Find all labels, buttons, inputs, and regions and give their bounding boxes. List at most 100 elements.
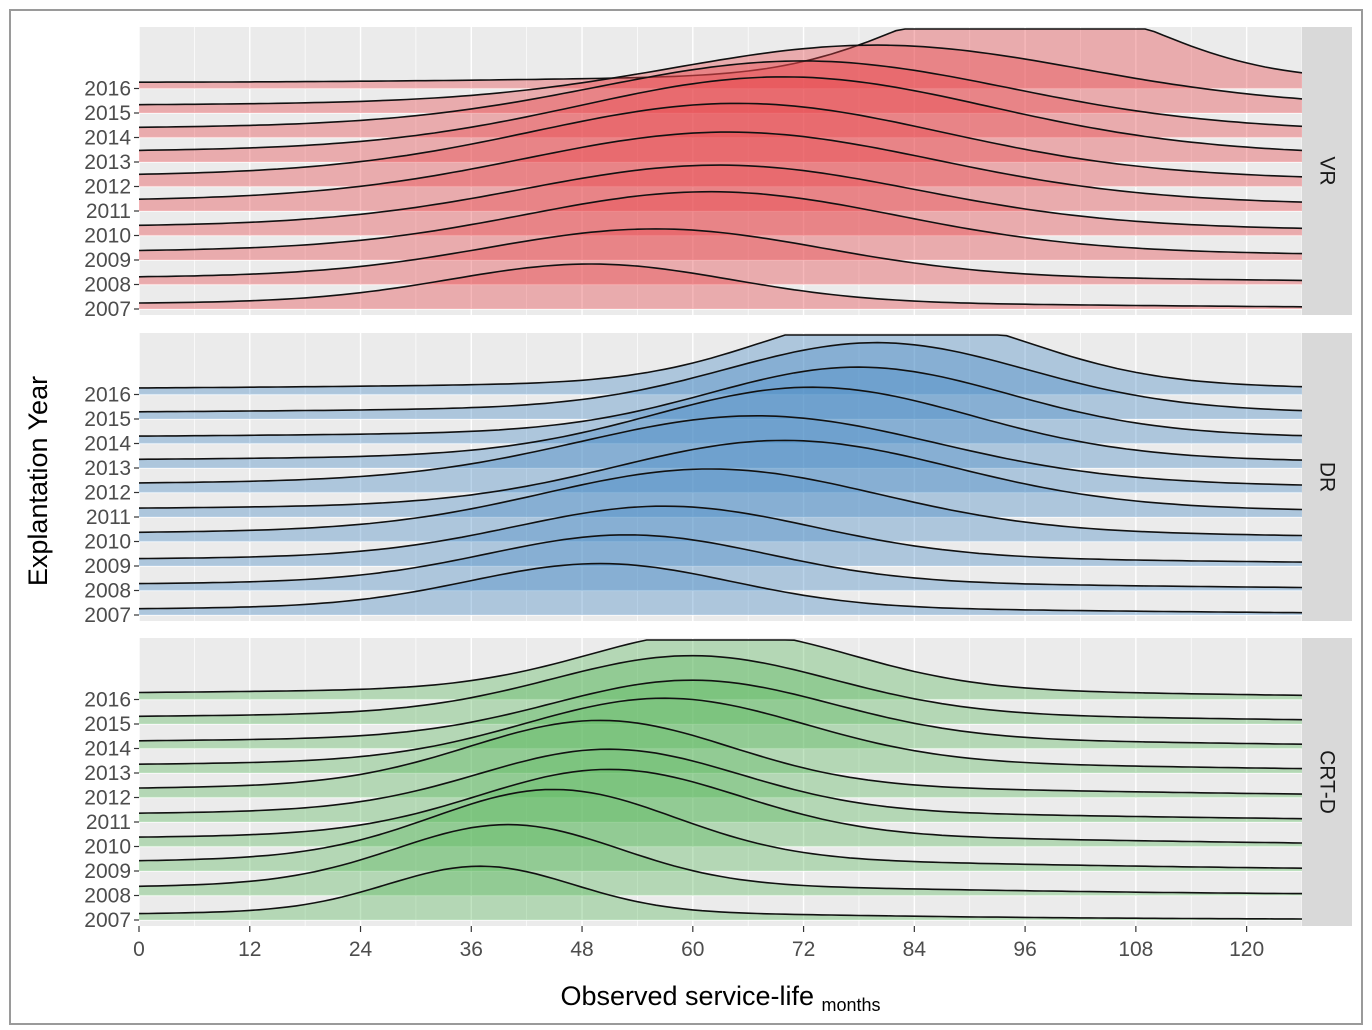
y-tick-label-2007: 2007 <box>84 298 131 321</box>
ridge-fill-crt-d-2007 <box>139 866 1302 920</box>
y-tick-label-2009: 2009 <box>84 860 131 883</box>
ridge-fill-dr-2015 <box>139 342 1302 419</box>
ridge-fill-crt-d-2013 <box>139 698 1302 773</box>
x-tick-label-96: 96 <box>1013 938 1036 961</box>
ridge-line-vr-2015 <box>138 44 1303 106</box>
ridge-line-crt-d-2016 <box>138 639 1303 697</box>
ridge-line-crt-d-2009 <box>138 788 1303 869</box>
ridge-line-dr-2010 <box>138 468 1303 537</box>
figure-frame: 2007 2008 2009 2010 2011 2012 2013 2014 2015 2016… <box>9 9 1363 1025</box>
ridge-line-vr-2009 <box>138 190 1303 255</box>
ridge-fill-crt-d-2012 <box>139 720 1302 798</box>
ridge-fill-crt-d-2009 <box>139 789 1302 871</box>
ridge-line-dr-2014 <box>139 366 1303 437</box>
ridge-line-crt-d-2007 <box>138 865 1303 920</box>
x-tick-label-60: 60 <box>681 938 704 961</box>
y-tick-label-2008: 2008 <box>84 580 131 603</box>
x-tick-label-12: 12 <box>238 938 261 961</box>
ridge-fill-dr-2014 <box>139 367 1302 444</box>
x-tick-label-120: 120 <box>1229 938 1264 961</box>
ridge-line-dr-2007 <box>138 562 1303 614</box>
x-axis-title-main: Observed service-life <box>560 981 821 1011</box>
y-tick-label-2015: 2015 <box>84 102 131 125</box>
ridge-line-crt-d-2008 <box>138 823 1302 895</box>
y-tick-label-2007: 2007 <box>84 604 131 627</box>
ridge-line-crt-d-2010 <box>138 768 1303 844</box>
ridge-fill-vr-2010 <box>139 165 1302 236</box>
x-tick-label-84: 84 <box>903 938 927 961</box>
ridge-line-crt-d-2015 <box>138 654 1303 721</box>
ridge-line-crt-d-2014 <box>138 679 1303 745</box>
y-tick-label-2010: 2010 <box>84 531 131 554</box>
ridge-line-crt-d-2012 <box>138 719 1303 795</box>
ridge-line-dr-2011 <box>138 439 1303 511</box>
facet-strip-crt-d <box>1302 638 1352 926</box>
ridge-fill-dr-2007 <box>139 563 1302 615</box>
ridge-fill-vr-2016 <box>139 29 1302 89</box>
ridge-fill-vr-2011 <box>139 132 1302 211</box>
ridge-line-dr-2012 <box>138 414 1303 486</box>
x-tick-label-36: 36 <box>460 938 483 961</box>
y-tick-label-2013: 2013 <box>84 151 131 174</box>
ridge-line-dr-2015 <box>138 341 1303 413</box>
ridge-fill-crt-d-2011 <box>139 749 1302 822</box>
ridge-line-dr-2016 <box>139 334 1303 389</box>
y-axis-title: Explantation Year <box>23 376 53 586</box>
facet-label-dr: DR <box>1316 462 1339 492</box>
x-axis-title-subscript: months <box>822 995 881 1015</box>
facet-label-vr: VR <box>1316 156 1339 185</box>
ridge-fill-dr-2011 <box>139 440 1302 517</box>
ridge-fill-vr-2015 <box>139 45 1302 113</box>
y-tick-label-2012: 2012 <box>84 787 131 810</box>
ridge-fill-crt-d-2016 <box>139 640 1302 700</box>
ridge-fill-vr-2009 <box>139 191 1302 260</box>
y-tick-label-2015: 2015 <box>84 408 131 431</box>
ridge-line-vr-2007 <box>138 263 1303 308</box>
ridge-line-vr-2016 <box>139 28 1303 83</box>
y-tick-label-2014: 2014 <box>84 738 131 761</box>
y-tick-label-2016: 2016 <box>84 78 131 101</box>
facet-label-crt-d: CRT-D <box>1316 750 1339 814</box>
facet-strip-dr <box>1302 333 1352 621</box>
ridge-line-vr-2010 <box>138 164 1303 230</box>
x-tick-label-24: 24 <box>349 938 373 961</box>
y-tick-label-2010: 2010 <box>84 836 131 859</box>
y-tick-label-2014: 2014 <box>84 127 131 150</box>
y-tick-label-2008: 2008 <box>84 885 131 908</box>
x-tick-label-72: 72 <box>792 938 815 961</box>
ridge-fill-crt-d-2014 <box>139 680 1302 749</box>
ridge-line-vr-2008 <box>138 228 1303 282</box>
x-axis-title: Observed service-life months <box>560 981 880 1015</box>
ridge-fill-vr-2012 <box>139 103 1302 187</box>
y-tick-label-2014: 2014 <box>84 433 131 456</box>
ridge-fill-vr-2008 <box>139 228 1302 285</box>
ridge-line-crt-d-2013 <box>138 697 1303 770</box>
ridge-fill-dr-2013 <box>139 387 1302 468</box>
ridge-fill-vr-2007 <box>139 264 1302 309</box>
ridge-fill-dr-2008 <box>139 534 1302 591</box>
y-tick-label-2016: 2016 <box>84 384 131 407</box>
y-tick-label-2008: 2008 <box>84 274 131 297</box>
ridge-line-dr-2009 <box>138 505 1303 563</box>
panel-background-dr <box>139 333 1302 621</box>
y-tick-label-2012: 2012 <box>84 482 131 505</box>
y-tick-label-2011: 2011 <box>86 200 131 223</box>
panel-background-crt-d <box>139 638 1302 926</box>
y-tick-label-2015: 2015 <box>84 713 131 736</box>
ridge-fill-dr-2009 <box>139 506 1302 566</box>
ridge-fill-vr-2014 <box>139 60 1302 138</box>
y-tick-label-2011: 2011 <box>86 811 131 834</box>
ridge-line-vr-2013 <box>138 76 1303 152</box>
ridge-fill-crt-d-2010 <box>139 769 1302 847</box>
facet-strip-vr <box>1302 27 1352 315</box>
y-tick-label-2013: 2013 <box>84 762 131 785</box>
y-tick-label-2011: 2011 <box>86 506 131 529</box>
y-tick-label-2013: 2013 <box>84 457 131 480</box>
ridge-line-vr-2011 <box>138 131 1303 203</box>
ridge-line-vr-2012 <box>138 102 1303 178</box>
ridge-line-vr-2014 <box>138 60 1303 129</box>
ridge-fill-vr-2013 <box>139 76 1302 162</box>
panel-background-vr <box>139 27 1302 315</box>
x-tick-label-0: 0 <box>133 938 145 961</box>
ridge-line-dr-2013 <box>138 386 1303 461</box>
